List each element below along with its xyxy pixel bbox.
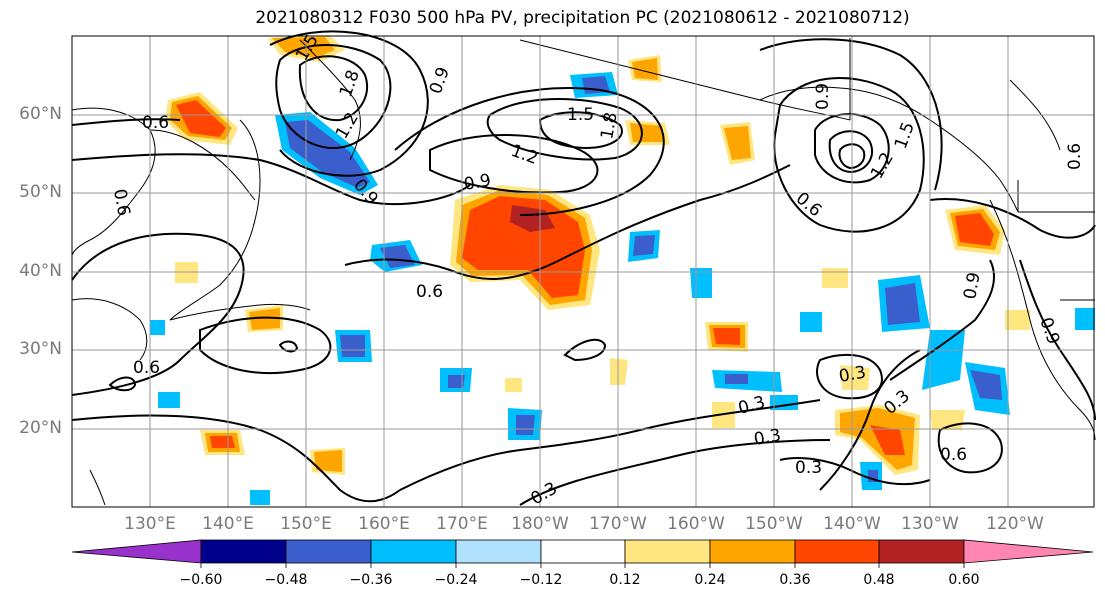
colorbar-tick-label: 0.60 <box>948 572 980 588</box>
contour-label: 0.3 <box>795 458 822 478</box>
map-frame <box>71 35 1095 508</box>
colorbar-tick-label: 0.24 <box>694 572 726 588</box>
lon-label: 150°E <box>280 514 332 534</box>
lat-label: 60°N <box>19 104 62 124</box>
lat-label: 50°N <box>19 182 62 202</box>
lon-label: 160°E <box>358 514 410 534</box>
colorbar-segment <box>878 539 965 564</box>
contour-label: 0.6 <box>109 187 133 217</box>
colorbar-segment <box>200 539 287 564</box>
contour-label: 1.5 <box>891 119 919 151</box>
colorbar-segment <box>709 539 796 564</box>
contour-label: 0.6 <box>133 358 160 378</box>
contour-label: 0.6 <box>142 113 169 133</box>
contour-label: 0.3 <box>752 426 782 450</box>
lon-label: 140°W <box>823 514 881 534</box>
colorbar-segment <box>624 539 711 564</box>
colorbar-tick-label: 0.48 <box>863 572 895 588</box>
map-title: 2021080312 F030 500 hPa PV, precipitatio… <box>255 8 910 28</box>
colorbar-tick-label: 0.12 <box>609 572 641 588</box>
colorbar-segment <box>285 539 372 564</box>
lon-label: 130°W <box>901 514 959 534</box>
colorbar-tick-label: 0.36 <box>779 572 811 588</box>
colorbar <box>71 539 1094 568</box>
lon-label: 130°E <box>124 514 176 534</box>
colorbar-segment <box>455 539 542 564</box>
colorbar-segment <box>794 539 880 564</box>
colorbar-segment <box>963 539 1094 564</box>
contour-label: 0.9 <box>462 171 492 195</box>
contour-label: 0.3 <box>736 393 767 419</box>
colorbar-segment <box>71 539 202 564</box>
contour-label: 1.5 <box>567 105 594 125</box>
lat-label: 30°N <box>19 339 62 359</box>
colorbar-tick-label: −0.12 <box>519 572 563 588</box>
contour-label: 0.6 <box>416 282 443 302</box>
lon-label: 160°W <box>667 514 725 534</box>
graticule <box>72 36 1094 507</box>
contour-label: 1.2 <box>508 141 540 169</box>
contour-label: 0.9 <box>960 271 984 301</box>
contour-label: 0.3 <box>837 363 867 387</box>
contour-label: 1.8 <box>336 67 364 99</box>
lon-label: 140°E <box>202 514 254 534</box>
lat-label: 40°N <box>19 261 62 281</box>
contour-label: 0.9 <box>813 83 833 110</box>
lat-label: 20°N <box>19 418 62 438</box>
lon-label: 180°W <box>511 514 569 534</box>
contour-label: 0.6 <box>1065 143 1085 170</box>
colorbar-segment <box>370 539 457 564</box>
lon-label: 120°W <box>986 514 1044 534</box>
precipitation-shading <box>150 35 1095 505</box>
lon-label: 150°W <box>745 514 803 534</box>
colorbar-segment <box>540 539 626 564</box>
colorbar-tick-label: −0.36 <box>349 572 393 588</box>
contour-label: 1.8 <box>597 111 621 141</box>
colorbar-tick-label: −0.24 <box>434 572 478 588</box>
lon-label: 170°E <box>436 514 488 534</box>
colorbar-tick-label: −0.48 <box>264 572 308 588</box>
contour-label: 0.9 <box>426 64 454 96</box>
contour-label: 0.6 <box>940 445 967 465</box>
lon-label: 170°W <box>589 514 647 534</box>
contour-label: 0.9 <box>1035 315 1063 347</box>
contour-label: 0.3 <box>528 478 561 509</box>
colorbar-tick-label: −0.60 <box>179 572 223 588</box>
